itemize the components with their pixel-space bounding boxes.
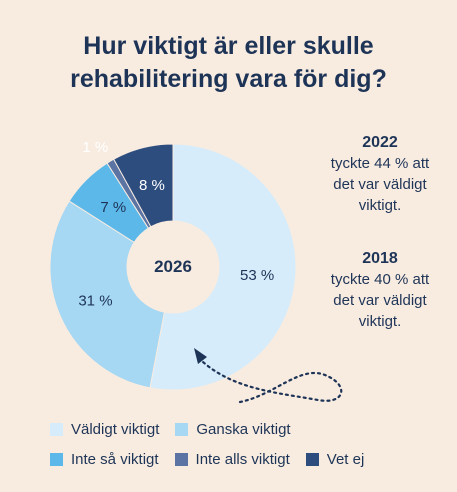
center-year-label: 2026 <box>154 257 192 276</box>
legend-swatch <box>305 452 319 466</box>
note-line: tyckte 40 % att <box>330 271 430 288</box>
donut-slice-4 <box>113 143 174 228</box>
legend-label: Ganska viktigt <box>196 420 291 438</box>
legend-item: Vet ej <box>305 450 365 468</box>
legend-swatch <box>50 422 63 436</box>
donut-slices <box>49 143 297 391</box>
note-line: viktigt. <box>358 313 402 330</box>
note-line: tyckte 44 % att <box>330 155 430 172</box>
note-year: 2018 <box>362 250 398 267</box>
note-line: det var väldigt <box>333 292 427 309</box>
legend-item: Inte så viktigt <box>50 451 159 468</box>
legend-item: Inte alls viktigt <box>174 450 290 468</box>
slice-label-3: 1 % <box>82 139 108 156</box>
legend-label: Vet ej <box>326 450 365 468</box>
legend-row: Väldigt viktigt Ganska viktigt <box>50 418 450 440</box>
chart-title: Hur viktigt är eller skulle rehabiliteri… <box>0 30 457 96</box>
legend-label: Väldigt viktigt <box>71 420 160 438</box>
slice-label-2: 7 % <box>100 199 126 216</box>
legend-label: Inte alls viktigt <box>195 450 290 468</box>
donut-slice-1 <box>49 200 165 389</box>
legend-row: Inte så viktigt Inte alls viktigt Vet ej <box>50 448 450 470</box>
dotted-arrow-line <box>201 360 343 404</box>
slice-label-0: 53 % <box>240 267 274 284</box>
note-2018: 2018 tyckte 40 % att det var väldigt vik… <box>320 248 440 332</box>
note-line: viktigt. <box>358 197 402 214</box>
donut-slice-0 <box>149 143 297 391</box>
note-line: det var väldigt <box>333 176 427 193</box>
legend-item: Ganska viktigt <box>175 420 291 438</box>
legend-label: Inte så viktigt <box>71 450 159 468</box>
chart-legend: Väldigt viktigt Ganska viktigt Inte så vik… <box>50 418 450 478</box>
note-year: 2022 <box>362 134 398 151</box>
legend-swatch <box>50 452 63 466</box>
legend-item: Väldigt viktigt <box>50 421 159 438</box>
title-line-2: rehabilitering vara för dig? <box>70 65 387 93</box>
legend-swatch <box>174 452 188 466</box>
slice-label-4: 8 % <box>139 177 165 194</box>
arrow-head-icon <box>194 348 207 364</box>
legend-swatch <box>175 422 189 436</box>
slice-label-1: 31 % <box>78 293 112 310</box>
donut-labels: 53 % 31 % 7 % 1 % 8 % <box>78 139 274 309</box>
note-2022: 2022 tyckte 44 % att det var väldigt vik… <box>320 132 440 216</box>
title-line-1: Hur viktigt är eller skulle <box>83 32 374 60</box>
